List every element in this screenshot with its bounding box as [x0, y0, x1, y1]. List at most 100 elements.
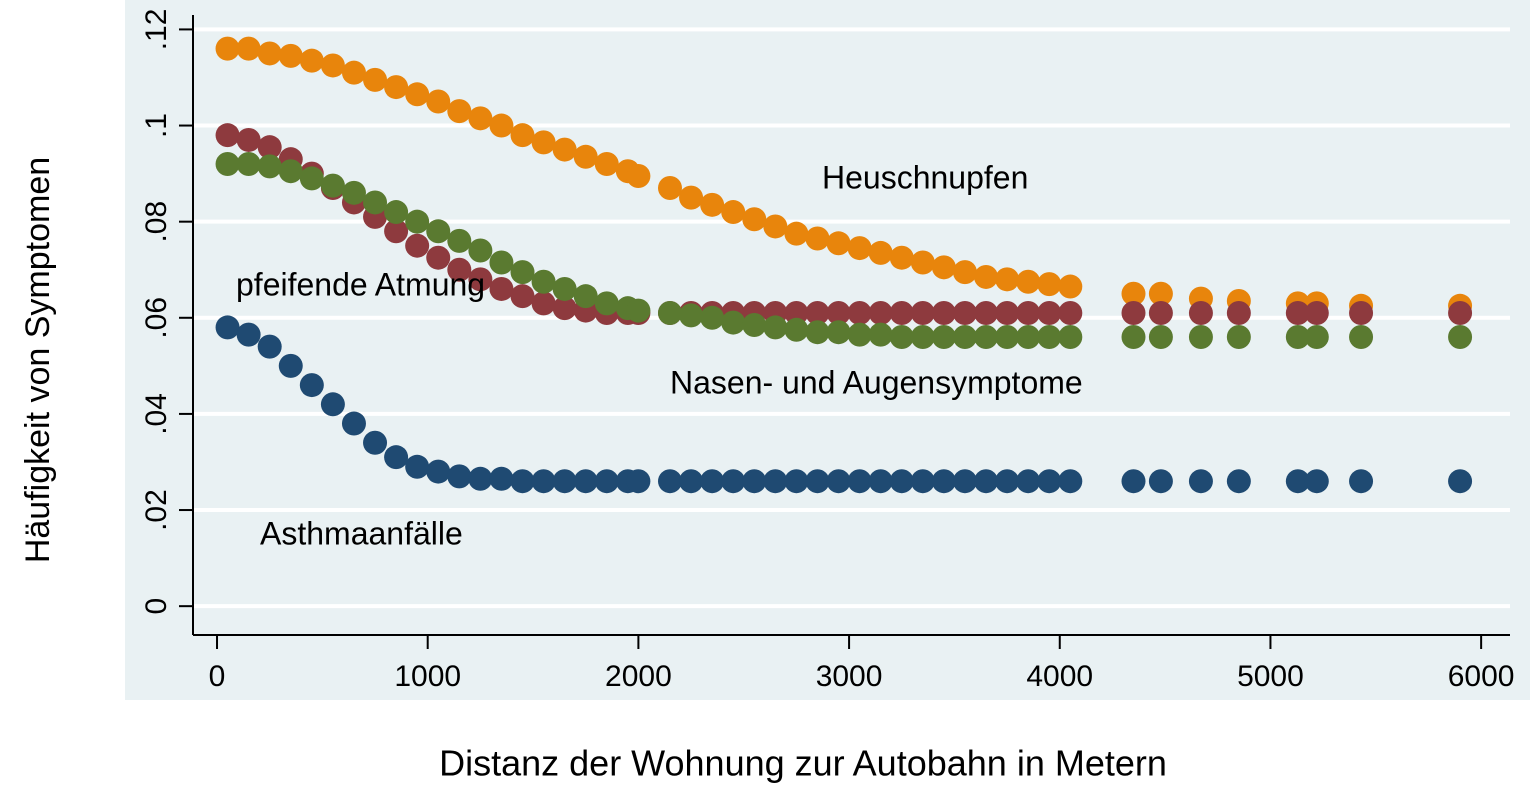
data-point	[657, 469, 682, 494]
y-tick-label: .02	[140, 489, 173, 531]
data-point	[826, 469, 851, 494]
data-point	[341, 60, 366, 85]
data-point	[257, 41, 282, 66]
data-point	[1037, 272, 1062, 297]
data-point	[510, 469, 535, 494]
data-point	[826, 320, 851, 345]
data-point	[1349, 300, 1374, 325]
data-point	[510, 260, 535, 285]
data-point	[974, 469, 999, 494]
data-point	[363, 67, 388, 92]
data-point	[1448, 300, 1473, 325]
data-point	[1016, 269, 1041, 294]
data-point	[257, 154, 282, 179]
data-point	[1448, 325, 1473, 350]
data-point	[805, 320, 830, 345]
data-point	[405, 454, 430, 479]
data-point	[1304, 300, 1329, 325]
series-label: Heuschnupfen	[822, 159, 1028, 195]
data-point	[805, 300, 830, 325]
x-tick-label: 6000	[1448, 660, 1515, 693]
data-point	[742, 207, 767, 232]
data-point	[657, 300, 682, 325]
x-tick-label: 2000	[605, 660, 672, 693]
y-axis-label: Häufigkeit von Symptomen	[19, 157, 57, 563]
plot-background	[125, 0, 1530, 700]
data-point	[1285, 469, 1310, 494]
data-point	[299, 166, 324, 191]
data-point	[405, 209, 430, 234]
data-point	[1058, 300, 1083, 325]
data-point	[784, 221, 809, 246]
x-tick-label: 3000	[816, 660, 883, 693]
data-point	[952, 325, 977, 350]
data-point	[931, 255, 956, 280]
data-point	[594, 469, 619, 494]
data-point	[868, 240, 893, 265]
data-point	[805, 469, 830, 494]
data-point	[384, 445, 409, 470]
data-point	[384, 75, 409, 100]
data-point	[1285, 300, 1310, 325]
data-point	[700, 305, 725, 330]
data-point	[931, 325, 956, 350]
data-point	[995, 300, 1020, 325]
y-tick-label: .12	[140, 9, 173, 51]
data-point	[1148, 325, 1173, 350]
data-point	[299, 48, 324, 73]
data-point	[278, 353, 303, 378]
data-point	[594, 291, 619, 316]
data-point	[341, 180, 366, 205]
data-point	[974, 264, 999, 289]
data-point	[1037, 469, 1062, 494]
data-point	[594, 151, 619, 176]
data-point	[1016, 325, 1041, 350]
data-point	[236, 322, 261, 347]
data-point	[1148, 469, 1173, 494]
data-point	[721, 310, 746, 335]
data-point	[931, 469, 956, 494]
data-point	[626, 164, 651, 189]
y-tick-label: .04	[140, 393, 173, 435]
data-point	[1188, 325, 1213, 350]
data-point	[974, 300, 999, 325]
data-point	[626, 298, 651, 323]
data-point	[426, 219, 451, 244]
data-point	[531, 469, 556, 494]
data-point	[489, 113, 514, 138]
data-point	[531, 291, 556, 316]
data-point	[1226, 300, 1251, 325]
data-point	[1058, 469, 1083, 494]
data-point	[489, 466, 514, 491]
data-point	[468, 238, 493, 263]
data-point	[531, 269, 556, 294]
data-point	[952, 469, 977, 494]
data-point	[1121, 469, 1146, 494]
data-point	[468, 267, 493, 292]
data-point	[236, 36, 261, 61]
data-point	[889, 300, 914, 325]
x-tick-label: 5000	[1237, 660, 1304, 693]
data-point	[742, 469, 767, 494]
data-point	[657, 176, 682, 201]
data-point	[257, 135, 282, 160]
data-point	[700, 192, 725, 217]
data-point	[468, 106, 493, 131]
data-point	[679, 303, 704, 328]
data-point	[847, 469, 872, 494]
data-point	[763, 469, 788, 494]
data-point	[278, 159, 303, 184]
series-label: Nasen- und Augensymptome	[670, 364, 1083, 400]
x-axis-label: Distanz der Wohnung zur Autobahn in Mete…	[439, 743, 1167, 784]
data-point	[215, 315, 240, 340]
data-point	[700, 469, 725, 494]
data-point	[1121, 300, 1146, 325]
data-point	[510, 123, 535, 148]
data-point	[384, 219, 409, 244]
data-point	[215, 123, 240, 148]
data-point	[1226, 325, 1251, 350]
y-tick-label: .06	[140, 297, 173, 339]
y-tick-label: .1	[140, 113, 173, 138]
data-point	[995, 469, 1020, 494]
